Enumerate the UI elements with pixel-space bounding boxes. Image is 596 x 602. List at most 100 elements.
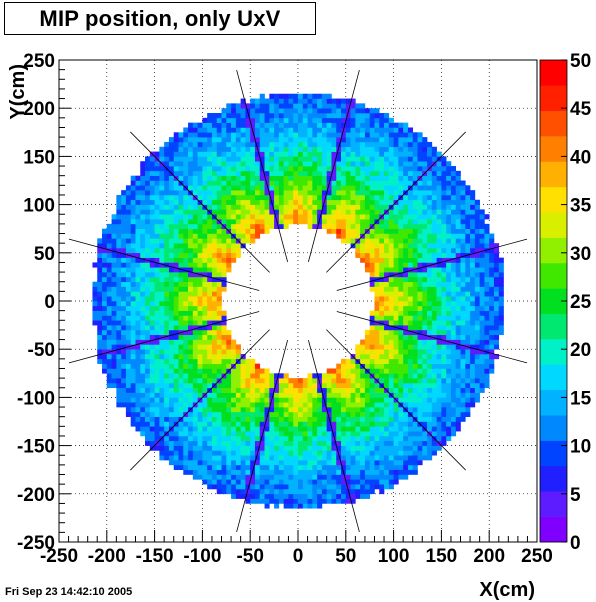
heatmap-cell bbox=[331, 455, 337, 461]
heatmap-cell bbox=[298, 382, 304, 389]
heatmap-cell bbox=[450, 262, 457, 268]
heatmap-cell bbox=[336, 363, 342, 369]
heatmap-cell bbox=[441, 315, 447, 321]
heatmap-cell bbox=[97, 286, 103, 292]
heatmap-cell bbox=[427, 233, 433, 239]
heatmap-cell bbox=[92, 305, 98, 311]
heatmap-cell bbox=[288, 450, 294, 456]
heatmap-cell bbox=[178, 358, 184, 364]
heatmap-cell bbox=[355, 214, 361, 220]
heatmap-cell bbox=[149, 161, 155, 167]
heatmap-cell bbox=[450, 281, 457, 287]
heatmap-cell bbox=[216, 185, 222, 191]
heatmap-cell bbox=[197, 320, 203, 326]
heatmap-cell bbox=[474, 368, 480, 374]
heatmap-cell bbox=[384, 214, 390, 220]
heatmap-cell bbox=[278, 387, 284, 393]
heatmap-cell bbox=[312, 98, 318, 104]
heatmap-cell bbox=[326, 141, 332, 148]
heatmap-cell bbox=[211, 117, 218, 123]
heatmap-cell bbox=[140, 166, 146, 172]
heatmap-cell bbox=[388, 325, 394, 331]
heatmap-cell bbox=[441, 387, 447, 393]
heatmap-cell bbox=[355, 175, 361, 181]
heatmap-cell bbox=[379, 392, 385, 398]
heatmap-cell bbox=[111, 354, 117, 360]
heatmap-cell bbox=[446, 334, 452, 340]
heatmap-cell bbox=[302, 132, 308, 138]
heatmap-cell bbox=[106, 267, 112, 273]
heatmap-cell bbox=[231, 180, 237, 186]
heatmap-cell bbox=[154, 296, 160, 302]
heatmap-cell bbox=[441, 272, 447, 278]
heatmap-cell bbox=[360, 108, 366, 114]
heatmap-cell bbox=[259, 431, 265, 437]
heatmap-cell bbox=[331, 368, 337, 374]
heatmap-cell bbox=[192, 257, 198, 263]
heatmap-cell bbox=[355, 156, 361, 162]
heatmap-cell bbox=[288, 132, 294, 138]
heatmap-cell bbox=[149, 315, 155, 321]
heatmap-cell bbox=[302, 488, 308, 495]
heatmap-cell bbox=[269, 117, 275, 123]
heatmap-cell bbox=[417, 185, 423, 191]
heatmap-cell bbox=[240, 190, 246, 196]
heatmap-cell bbox=[474, 305, 480, 311]
heatmap-cell bbox=[288, 416, 294, 422]
heatmap-cell bbox=[446, 281, 452, 287]
heatmap-cell bbox=[221, 402, 227, 408]
heatmap-cell bbox=[384, 368, 390, 374]
heatmap-cell bbox=[235, 440, 241, 446]
heatmap-cell bbox=[178, 435, 184, 442]
heatmap-cell bbox=[455, 329, 461, 336]
heatmap-cell bbox=[106, 305, 112, 311]
heatmap-cell bbox=[188, 233, 194, 239]
heatmap-cell bbox=[164, 402, 170, 408]
heatmap-cell bbox=[168, 180, 175, 186]
heatmap-cell bbox=[221, 426, 227, 432]
heatmap-cell bbox=[278, 93, 284, 99]
heatmap-cell bbox=[436, 416, 442, 422]
heatmap-cell bbox=[388, 180, 394, 186]
heatmap-cell bbox=[283, 402, 289, 408]
heatmap-cell bbox=[431, 223, 437, 229]
heatmap-cell bbox=[240, 156, 246, 162]
heatmap-cell bbox=[245, 358, 251, 364]
heatmap-cell bbox=[274, 127, 280, 133]
heatmap-cell bbox=[164, 209, 170, 215]
heatmap-cell bbox=[341, 204, 347, 210]
heatmap-cell bbox=[125, 286, 131, 292]
heatmap-cell bbox=[398, 440, 404, 446]
heatmap-cell bbox=[398, 474, 404, 480]
heatmap-cell bbox=[360, 479, 366, 485]
heatmap-cell bbox=[221, 238, 227, 244]
heatmap-cell bbox=[173, 440, 179, 446]
heatmap-cell bbox=[250, 113, 256, 119]
heatmap-cell bbox=[384, 464, 390, 470]
heatmap-cell bbox=[384, 296, 390, 302]
heatmap-cell bbox=[159, 431, 165, 437]
heatmap-cell bbox=[288, 122, 294, 128]
heatmap-cell bbox=[417, 344, 423, 350]
heatmap-cell bbox=[202, 267, 208, 273]
heatmap-cell bbox=[436, 233, 442, 239]
heatmap-cell bbox=[474, 247, 480, 254]
heatmap-cell bbox=[197, 440, 203, 446]
heatmap-cell bbox=[393, 286, 399, 292]
heatmap-cell bbox=[111, 267, 117, 273]
heatmap-cell bbox=[154, 397, 160, 403]
heatmap-cell bbox=[331, 479, 337, 485]
heatmap-cell bbox=[407, 296, 414, 302]
heatmap-cell bbox=[197, 407, 203, 413]
heatmap-cell bbox=[164, 185, 170, 191]
heatmap-cell bbox=[211, 180, 218, 186]
heatmap-cell bbox=[364, 252, 370, 258]
heatmap-cell bbox=[149, 185, 155, 191]
heatmap-cell bbox=[159, 325, 165, 331]
heatmap-cell bbox=[102, 349, 108, 355]
heatmap-cell bbox=[388, 358, 394, 364]
heatmap-cell bbox=[364, 426, 370, 432]
heatmap-cell bbox=[135, 228, 141, 234]
heatmap-cell bbox=[278, 440, 284, 446]
heatmap-cell bbox=[374, 113, 380, 119]
